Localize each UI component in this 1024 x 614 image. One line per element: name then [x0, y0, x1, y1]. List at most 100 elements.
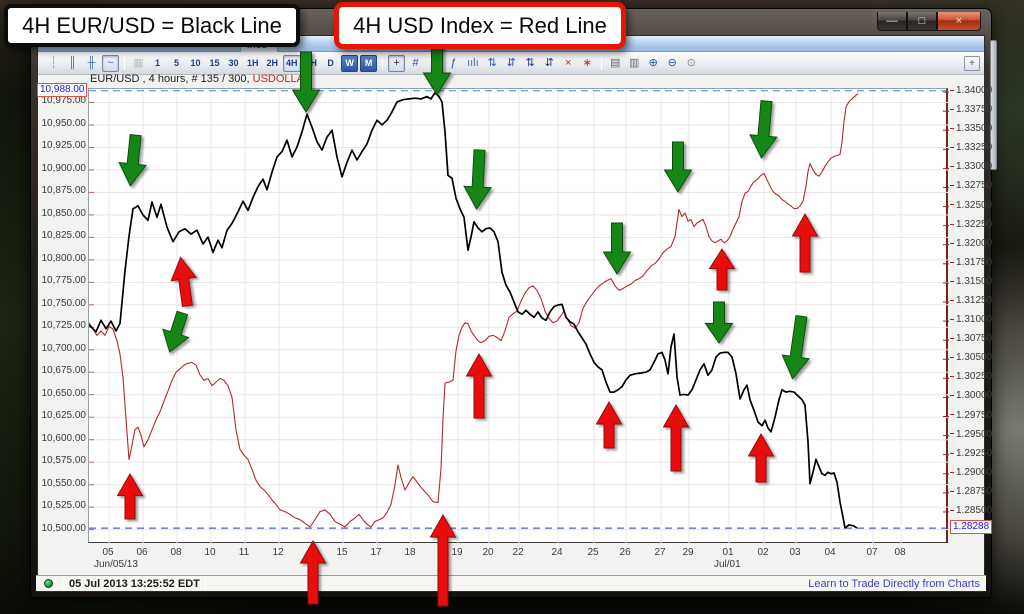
chart-title-main: EUR/USD , 4 hours, # 135 / 300,	[90, 73, 250, 85]
volume-button[interactable]: ıılı	[467, 56, 479, 69]
tick-chart-button: ▦	[133, 56, 144, 69]
right-axis-label: 1.32250	[950, 219, 992, 230]
timeframe-d-button[interactable]: D	[327, 57, 334, 68]
date-axis-label: 19	[451, 547, 463, 558]
right-axis-label: 1.28500	[950, 505, 992, 516]
status-separator	[204, 577, 206, 590]
date-axis-label: 12	[272, 547, 284, 558]
left-axis-label: 10,575.00	[41, 455, 87, 467]
current-price-marker-usdollar: 10,988.00	[37, 82, 87, 97]
timeframe-w-button[interactable]: W	[341, 54, 359, 72]
timeframe-8h-button[interactable]: 8H	[305, 57, 318, 68]
print-preview-button[interactable]: ▥	[628, 56, 640, 69]
left-axis-label: 10,875.00	[41, 185, 87, 197]
left-axis-label: 10,675.00	[41, 365, 87, 377]
legend-callout-eurusd-text: 4H EUR/USD = Black Line	[22, 12, 282, 38]
timeframe-15m-button[interactable]: 15	[209, 57, 220, 68]
data-window-button[interactable]: ?	[431, 56, 438, 69]
delete-arrow-button[interactable]: ×	[564, 56, 572, 69]
timeframe-10m-button[interactable]: 10	[190, 57, 201, 68]
left-axis-label: 10,825.00	[41, 230, 87, 242]
legend-callout-eurusd: 4H EUR/USD = Black Line	[4, 4, 300, 47]
date-axis-label: 27	[654, 547, 666, 558]
minimize-button[interactable]: —	[877, 12, 907, 31]
grid-button[interactable]: #	[412, 56, 419, 69]
timeframe-1h-button[interactable]: 1H	[247, 57, 259, 68]
date-axis-label: 24	[551, 547, 563, 558]
right-axis-label: 1.30250	[950, 371, 992, 382]
arrow-tool-pair-button[interactable]: ⇅	[525, 56, 535, 69]
zoom-out-button[interactable]: ⊖	[667, 56, 677, 69]
timeframe-m-button[interactable]: M	[360, 54, 378, 72]
left-axis-label: 10,800.00	[41, 252, 87, 264]
right-axis-label: 1.32500	[950, 200, 992, 211]
timeframe-5m-button[interactable]: 5	[173, 57, 179, 68]
chart-plot-area[interactable]	[88, 88, 949, 544]
date-axis-label: 15	[336, 547, 348, 558]
timeframe-30m-button[interactable]: 30	[228, 57, 239, 68]
maximize-button[interactable]: □	[907, 12, 937, 31]
right-axis-label: 1.28750	[950, 486, 992, 497]
right-axis-label: 1.31500	[950, 276, 992, 287]
print-button[interactable]: ▤	[609, 56, 621, 69]
date-axis-label: 20	[482, 547, 494, 558]
date-axis-label: 17	[370, 547, 382, 558]
arrow-tool-all-button[interactable]: ⇵	[544, 56, 554, 69]
left-axis-label: 10,700.00	[41, 342, 87, 354]
date-axis-label: 10	[204, 547, 216, 558]
learn-to-trade-link[interactable]: Learn to Trade Directly from Charts	[808, 577, 980, 590]
series-eur-usd	[89, 91, 858, 529]
date-axis-label: 18	[404, 547, 416, 558]
left-axis-label: 10,900.00	[41, 162, 87, 174]
date-axis-label: 25	[587, 547, 599, 558]
left-axis-label: 10,750.00	[41, 297, 87, 309]
arrow-tool-down-up-button[interactable]: ⇵	[506, 56, 516, 69]
date-axis-label: 26	[619, 547, 631, 558]
close-button[interactable]: ×	[937, 12, 981, 31]
legend-callout-usdindex-text: 4H USD Index = Red Line	[353, 12, 607, 38]
bar-chart-button[interactable]: ╫	[87, 56, 96, 69]
date-axis-label: 01	[722, 547, 734, 558]
status-separator	[63, 577, 64, 590]
zoom-reset-button[interactable]: ⊙	[686, 56, 696, 69]
crosshair-button[interactable]: +	[388, 54, 406, 72]
left-axis-label: 10,625.00	[41, 410, 87, 422]
left-axis-label: 10,525.00	[41, 500, 87, 512]
date-axis-label: 03	[789, 547, 801, 558]
date-axis-label: 06	[136, 547, 148, 558]
line-chart-button[interactable]: ~	[102, 54, 119, 72]
left-axis-label: 10,650.00	[41, 387, 87, 399]
panel-pin-icon[interactable]: +	[964, 55, 980, 71]
right-axis-label: 1.29500	[950, 429, 992, 440]
toolbar-separator	[600, 56, 602, 70]
arrow-tool-up-down-button[interactable]: ⇅	[487, 56, 497, 69]
right-axis-label: 1.33500	[950, 123, 992, 134]
date-axis-period-label: Jun/05/13	[94, 559, 138, 570]
indicators-button[interactable]: ƒ	[450, 56, 457, 69]
left-axis-label: 10,500.00	[41, 522, 87, 534]
left-axis-label: 10,975.00	[41, 95, 87, 107]
right-axis-label: 1.29250	[950, 448, 992, 459]
right-axis-label: 1.33750	[950, 104, 992, 115]
status-bar: 05 Jul 2013 13:25:52 EDT Learn to Trade …	[36, 575, 986, 591]
date-axis-label: 07	[866, 547, 878, 558]
date-axis-label: 11	[238, 547, 250, 558]
timeframe-2h-button[interactable]: 2H	[266, 57, 279, 68]
zoom-in-button[interactable]: ⊕	[648, 56, 658, 69]
left-axis-label: 10,950.00	[41, 117, 87, 129]
date-axis-label: 22	[512, 547, 524, 558]
date-axis-period-label: Jul/01	[714, 559, 741, 570]
date-axis-label: 29	[682, 547, 694, 558]
delete-all-button[interactable]: ∗	[582, 56, 592, 69]
right-axis-label: 1.32000	[950, 238, 992, 249]
timeframe-1m-button[interactable]: 1	[154, 57, 160, 68]
series-usdollar	[89, 93, 859, 528]
right-axis-label: 1.34000	[950, 85, 992, 96]
right-axis-label: 1.31250	[950, 295, 992, 306]
right-axis-label: 1.32750	[950, 180, 992, 191]
timeframe-4h-button[interactable]: 4H	[283, 54, 301, 72]
right-axis-label: 1.30000	[950, 390, 992, 401]
candlestick-chart-button[interactable]: ║	[68, 56, 77, 69]
toolbar-separator	[124, 56, 125, 70]
right-axis-label: 1.33250	[950, 142, 992, 153]
